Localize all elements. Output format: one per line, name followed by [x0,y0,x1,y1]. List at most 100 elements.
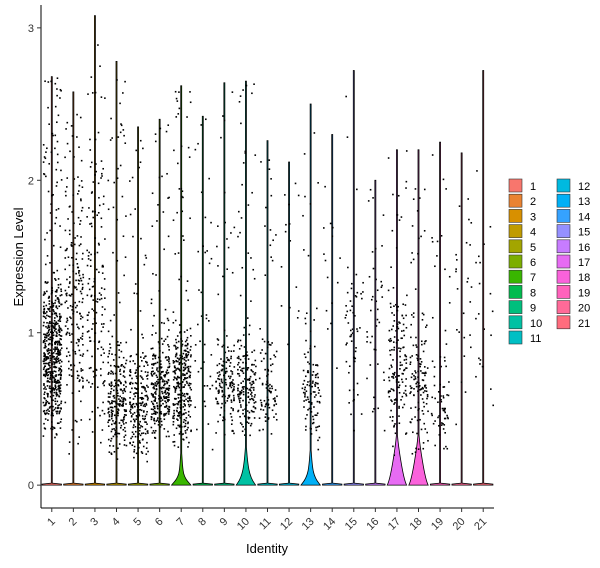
jitter-point [58,412,61,415]
jitter-point [311,382,314,384]
jitter-point [118,349,120,351]
jitter-point [146,399,149,401]
jitter-point [74,287,76,289]
jitter-point [94,138,97,141]
jitter-point [58,313,61,315]
jitter-point [153,422,156,425]
jitter-point [440,398,442,401]
jitter-point [155,380,158,383]
jitter-point [129,374,132,377]
jitter-point [204,405,207,408]
jitter-point [354,350,357,353]
jitter-point [53,408,56,411]
jitter-point [155,388,158,391]
jitter-point [220,358,222,360]
jitter-point [194,360,197,362]
jitter-point [387,157,390,159]
jitter-point [167,235,170,238]
jitter-point [402,373,404,375]
violin-4 [106,60,127,486]
jitter-point [153,432,156,434]
jitter-point [183,239,185,241]
jitter-point [403,359,406,361]
jitter-point [355,295,358,298]
jitter-point [394,432,397,435]
jitter-point [45,369,48,372]
jitter-point [197,323,199,326]
jitter-point [145,390,148,393]
jitter-point [244,152,247,154]
jitter-point [388,395,391,398]
jitter-point [154,400,157,402]
jitter-point [443,386,446,388]
jitter-point [402,346,404,349]
jitter-point [179,331,181,334]
jitter-point [225,361,228,364]
jitter-point [399,355,401,358]
jitter-point [184,376,186,379]
jitter-point [88,288,91,291]
jitter-point [47,325,50,328]
jitter-point [115,401,117,404]
jitter-point [302,383,305,385]
jitter-point [70,364,72,366]
jitter-point [49,357,52,359]
jitter-point [100,226,103,228]
jitter-point [189,101,192,104]
jitter-point [109,392,112,395]
jitter-point [372,197,374,199]
jitter-point [353,399,355,401]
jitter-point [156,402,158,404]
jitter-point [376,318,379,321]
jitter-point [221,345,224,348]
jitter-point [183,349,186,352]
jitter-point [122,400,125,403]
jitter-point [168,387,171,390]
jitter-point [129,382,131,385]
jitter-point [52,194,54,196]
jitter-point [237,395,240,398]
jitter-point [230,357,232,360]
jitter-point [50,391,52,394]
jitter-point [49,387,52,390]
jitter-point [244,434,246,436]
jitter-point [297,310,300,312]
jitter-point [241,423,243,426]
jitter-point [147,386,149,388]
jitter-point [243,326,246,329]
jitter-point [229,412,232,415]
jitter-point [167,398,170,401]
jitter-point [273,397,276,399]
jitter-point [156,376,159,378]
jitter-point [260,360,263,363]
jitter-point [54,341,56,344]
jitter-point [186,347,189,350]
jitter-point [74,350,77,353]
jitter-point [45,359,47,361]
jitter-point [315,426,317,429]
jitter-point [176,375,179,378]
jitter-point [58,373,61,376]
jitter-point [58,369,60,372]
x-tick-label: 8 [196,516,209,529]
jitter-point [312,391,315,393]
jitter-point [81,283,84,286]
jitter-point [89,166,92,168]
jitter-point [135,392,138,394]
jitter-point [47,371,50,373]
jitter-point [268,168,271,170]
jitter-point [117,409,120,411]
jitter-point [307,254,310,257]
jitter-point [303,379,306,382]
jitter-point [168,406,171,408]
jitter-point [46,395,49,398]
jitter-point [174,346,177,348]
jitter-point [252,399,255,402]
violin-1 [41,76,62,486]
jitter-point [152,272,154,275]
jitter-point [102,265,105,268]
jitter-point [46,290,48,293]
jitter-point [402,323,405,326]
jitter-point [262,428,264,431]
jitter-point [55,216,58,219]
